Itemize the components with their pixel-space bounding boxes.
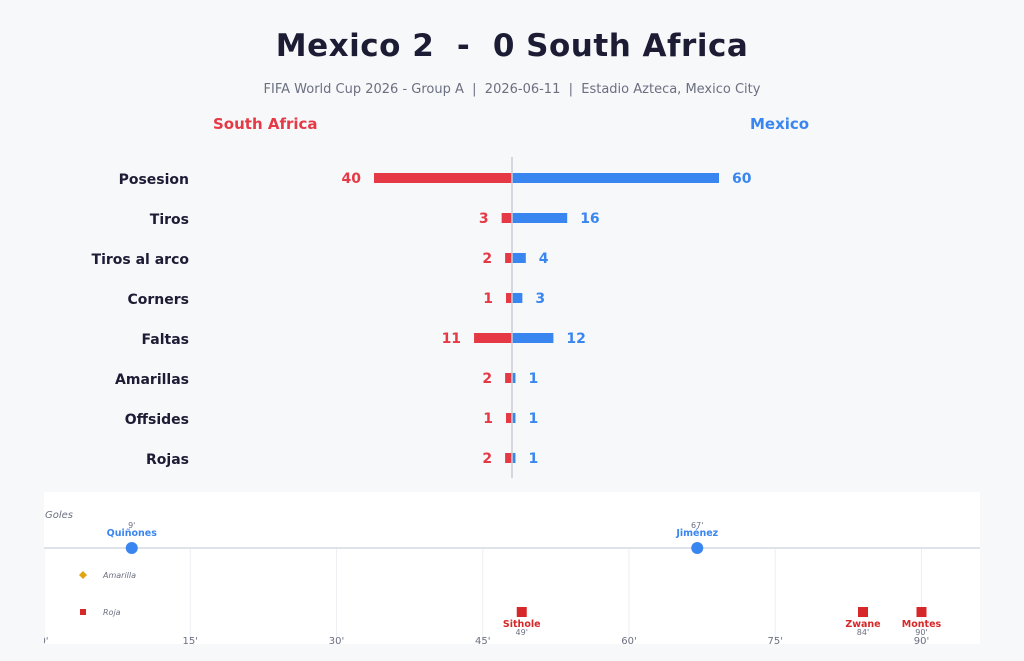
stat-category-label: Tiros al arco	[92, 252, 190, 268]
stat-bar-home	[512, 253, 526, 263]
timeline-tick-label: 90'	[914, 636, 929, 647]
goal-marker	[125, 542, 138, 554]
legend-red-card-marker	[80, 609, 86, 615]
stat-bar-home	[512, 293, 523, 303]
goal-marker	[691, 542, 704, 554]
legend-yellow-card-label: Amarilla	[102, 571, 136, 580]
stat-value-away: 11	[442, 331, 461, 347]
timeline-tick-label: 30'	[329, 636, 344, 647]
stat-bar-away	[506, 293, 512, 303]
match-subtitle: FIFA World Cup 2026 - Group A | 2026-06-…	[263, 82, 761, 97]
timeline-tick-label: 45'	[475, 636, 490, 647]
red-card-marker	[516, 607, 527, 617]
stat-bar-home	[512, 333, 554, 343]
timeline-panel: 0' 15' 30' 45' 60' 75' 90' Goles 9'Quiñones 67'Ji…	[39, 492, 980, 647]
stat-value-home: 60	[732, 171, 752, 187]
stat-bar-away	[474, 333, 512, 343]
stat-category-label: Rojas	[146, 452, 189, 468]
timeline-tick-label: 15'	[183, 636, 198, 647]
stat-bar-away	[501, 213, 512, 223]
stat-value-away: 2	[482, 451, 492, 467]
stat-value-home: 1	[528, 411, 538, 427]
stat-value-away: 1	[483, 291, 493, 307]
timeline-chart: 0' 15' 30' 45' 60' 75' 90' Goles 9'Quiñones 67'Ji…	[39, 510, 980, 647]
stat-bar-home	[512, 413, 516, 423]
away-team-label: South Africa	[213, 115, 318, 133]
card-player-label: Montes	[902, 619, 942, 630]
stat-bar-home	[512, 173, 719, 183]
stat-value-away: 2	[482, 251, 492, 267]
stat-category-label: Amarillas	[115, 372, 189, 388]
goals-row-label: Goles	[45, 510, 73, 521]
stat-category-label: Tiros	[150, 212, 189, 228]
timeline-tick-label: 60'	[621, 636, 636, 647]
card-player-label: Sithole	[503, 619, 541, 630]
stat-value-away: 40	[342, 171, 362, 187]
stat-value-home: 3	[535, 291, 545, 307]
stat-bar-away	[505, 253, 512, 263]
stats-chart: Posesion 40 60 Tiros 3 16 Tiros al arco 2 4 Corne…	[92, 157, 752, 478]
card-minute-label: 49'	[516, 628, 528, 637]
card-minute-label: 84'	[857, 628, 869, 637]
card-minute-label: 90'	[915, 628, 927, 637]
stat-bar-home	[512, 213, 568, 223]
stat-value-home: 1	[528, 371, 538, 387]
goal-player-label: Quiñones	[107, 528, 158, 539]
stat-value-away: 3	[479, 211, 489, 227]
stat-value-away: 1	[483, 411, 493, 427]
goal-minute-label: 67'	[691, 521, 703, 530]
card-player-label: Zwane	[845, 619, 880, 630]
stat-category-label: Corners	[128, 292, 190, 308]
timeline-tick-label: 75'	[768, 636, 783, 647]
stat-value-home: 16	[580, 211, 599, 227]
red-card-marker	[916, 607, 927, 617]
stat-value-home: 4	[539, 251, 549, 267]
stat-category-label: Posesion	[119, 172, 189, 188]
timeline-tick-label: 0'	[44, 636, 49, 647]
stat-category-label: Offsides	[125, 412, 189, 428]
stat-value-home: 12	[566, 331, 585, 347]
stat-category-label: Faltas	[142, 332, 189, 348]
stat-bar-home	[512, 373, 516, 383]
goal-player-label: Jiménez	[675, 528, 718, 539]
stat-bar-home	[512, 453, 516, 463]
legend-yellow-card-marker	[79, 571, 87, 579]
red-card-marker	[858, 607, 868, 617]
goal-minute-label: 9'	[128, 521, 135, 530]
home-team-label: Mexico	[750, 115, 810, 133]
stat-value-home: 1	[528, 451, 538, 467]
legend-red-card-label: Roja	[103, 608, 121, 617]
stat-bar-away	[505, 373, 512, 383]
stat-bar-away	[505, 453, 512, 463]
stat-bar-away	[374, 173, 512, 183]
match-title: Mexico 2 - 0 South Africa	[275, 28, 749, 64]
stat-value-away: 2	[482, 371, 492, 387]
stat-bar-away	[506, 413, 512, 423]
